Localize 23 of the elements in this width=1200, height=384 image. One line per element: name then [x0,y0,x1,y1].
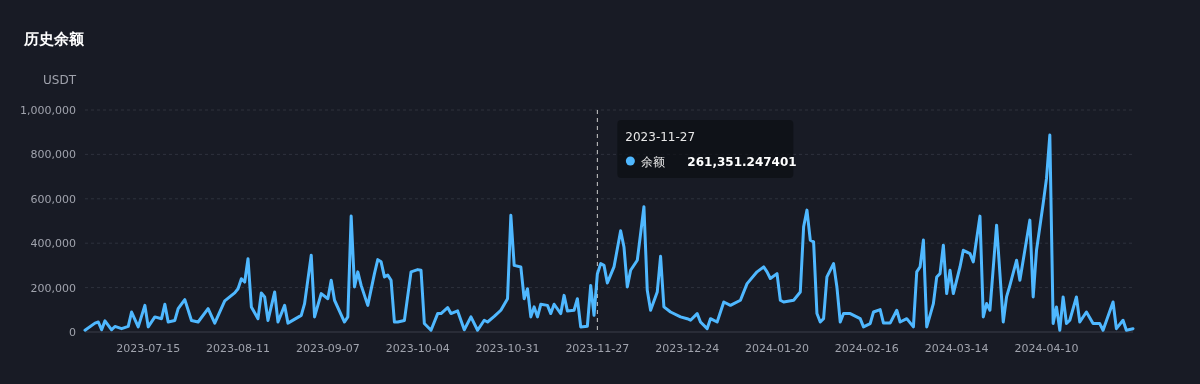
y-tick-label: 400,000 [30,237,76,251]
x-tick-label: 2023-09-07 [295,342,360,355]
x-tick-label: 2023-12-24 [655,342,720,355]
x-tick-label: 2024-02-16 [834,342,899,355]
y-tick-label: 600,000 [30,192,76,206]
x-tick-label: 2023-10-31 [475,342,540,355]
x-tick-label: 2023-11-27 [565,342,630,355]
x-tick-label: 2024-03-14 [924,342,989,355]
x-tick-label: 2023-07-15 [116,342,181,355]
annotation: 2023-11-27 [625,130,696,144]
x-tick-label: 2023-08-11 [206,342,271,355]
line-series [83,133,1135,332]
x-tick-label: 2024-04-10 [1014,342,1079,355]
chart-title: 历史余额 [23,30,85,48]
y-axis-title: USDT [43,73,77,87]
legend-label: 余额 [641,155,666,169]
x-tick-label: 2024-01-20 [745,342,809,355]
y-tick-label: 1,000,000 [20,104,76,117]
x-tick-label: 2023-10-04 [385,342,450,355]
y-tick-label: 0 [69,326,76,339]
annotation: 261,351.247401 [687,155,797,169]
y-tick-label: 800,000 [30,148,76,162]
y-tick-label: 200,000 [30,281,76,295]
